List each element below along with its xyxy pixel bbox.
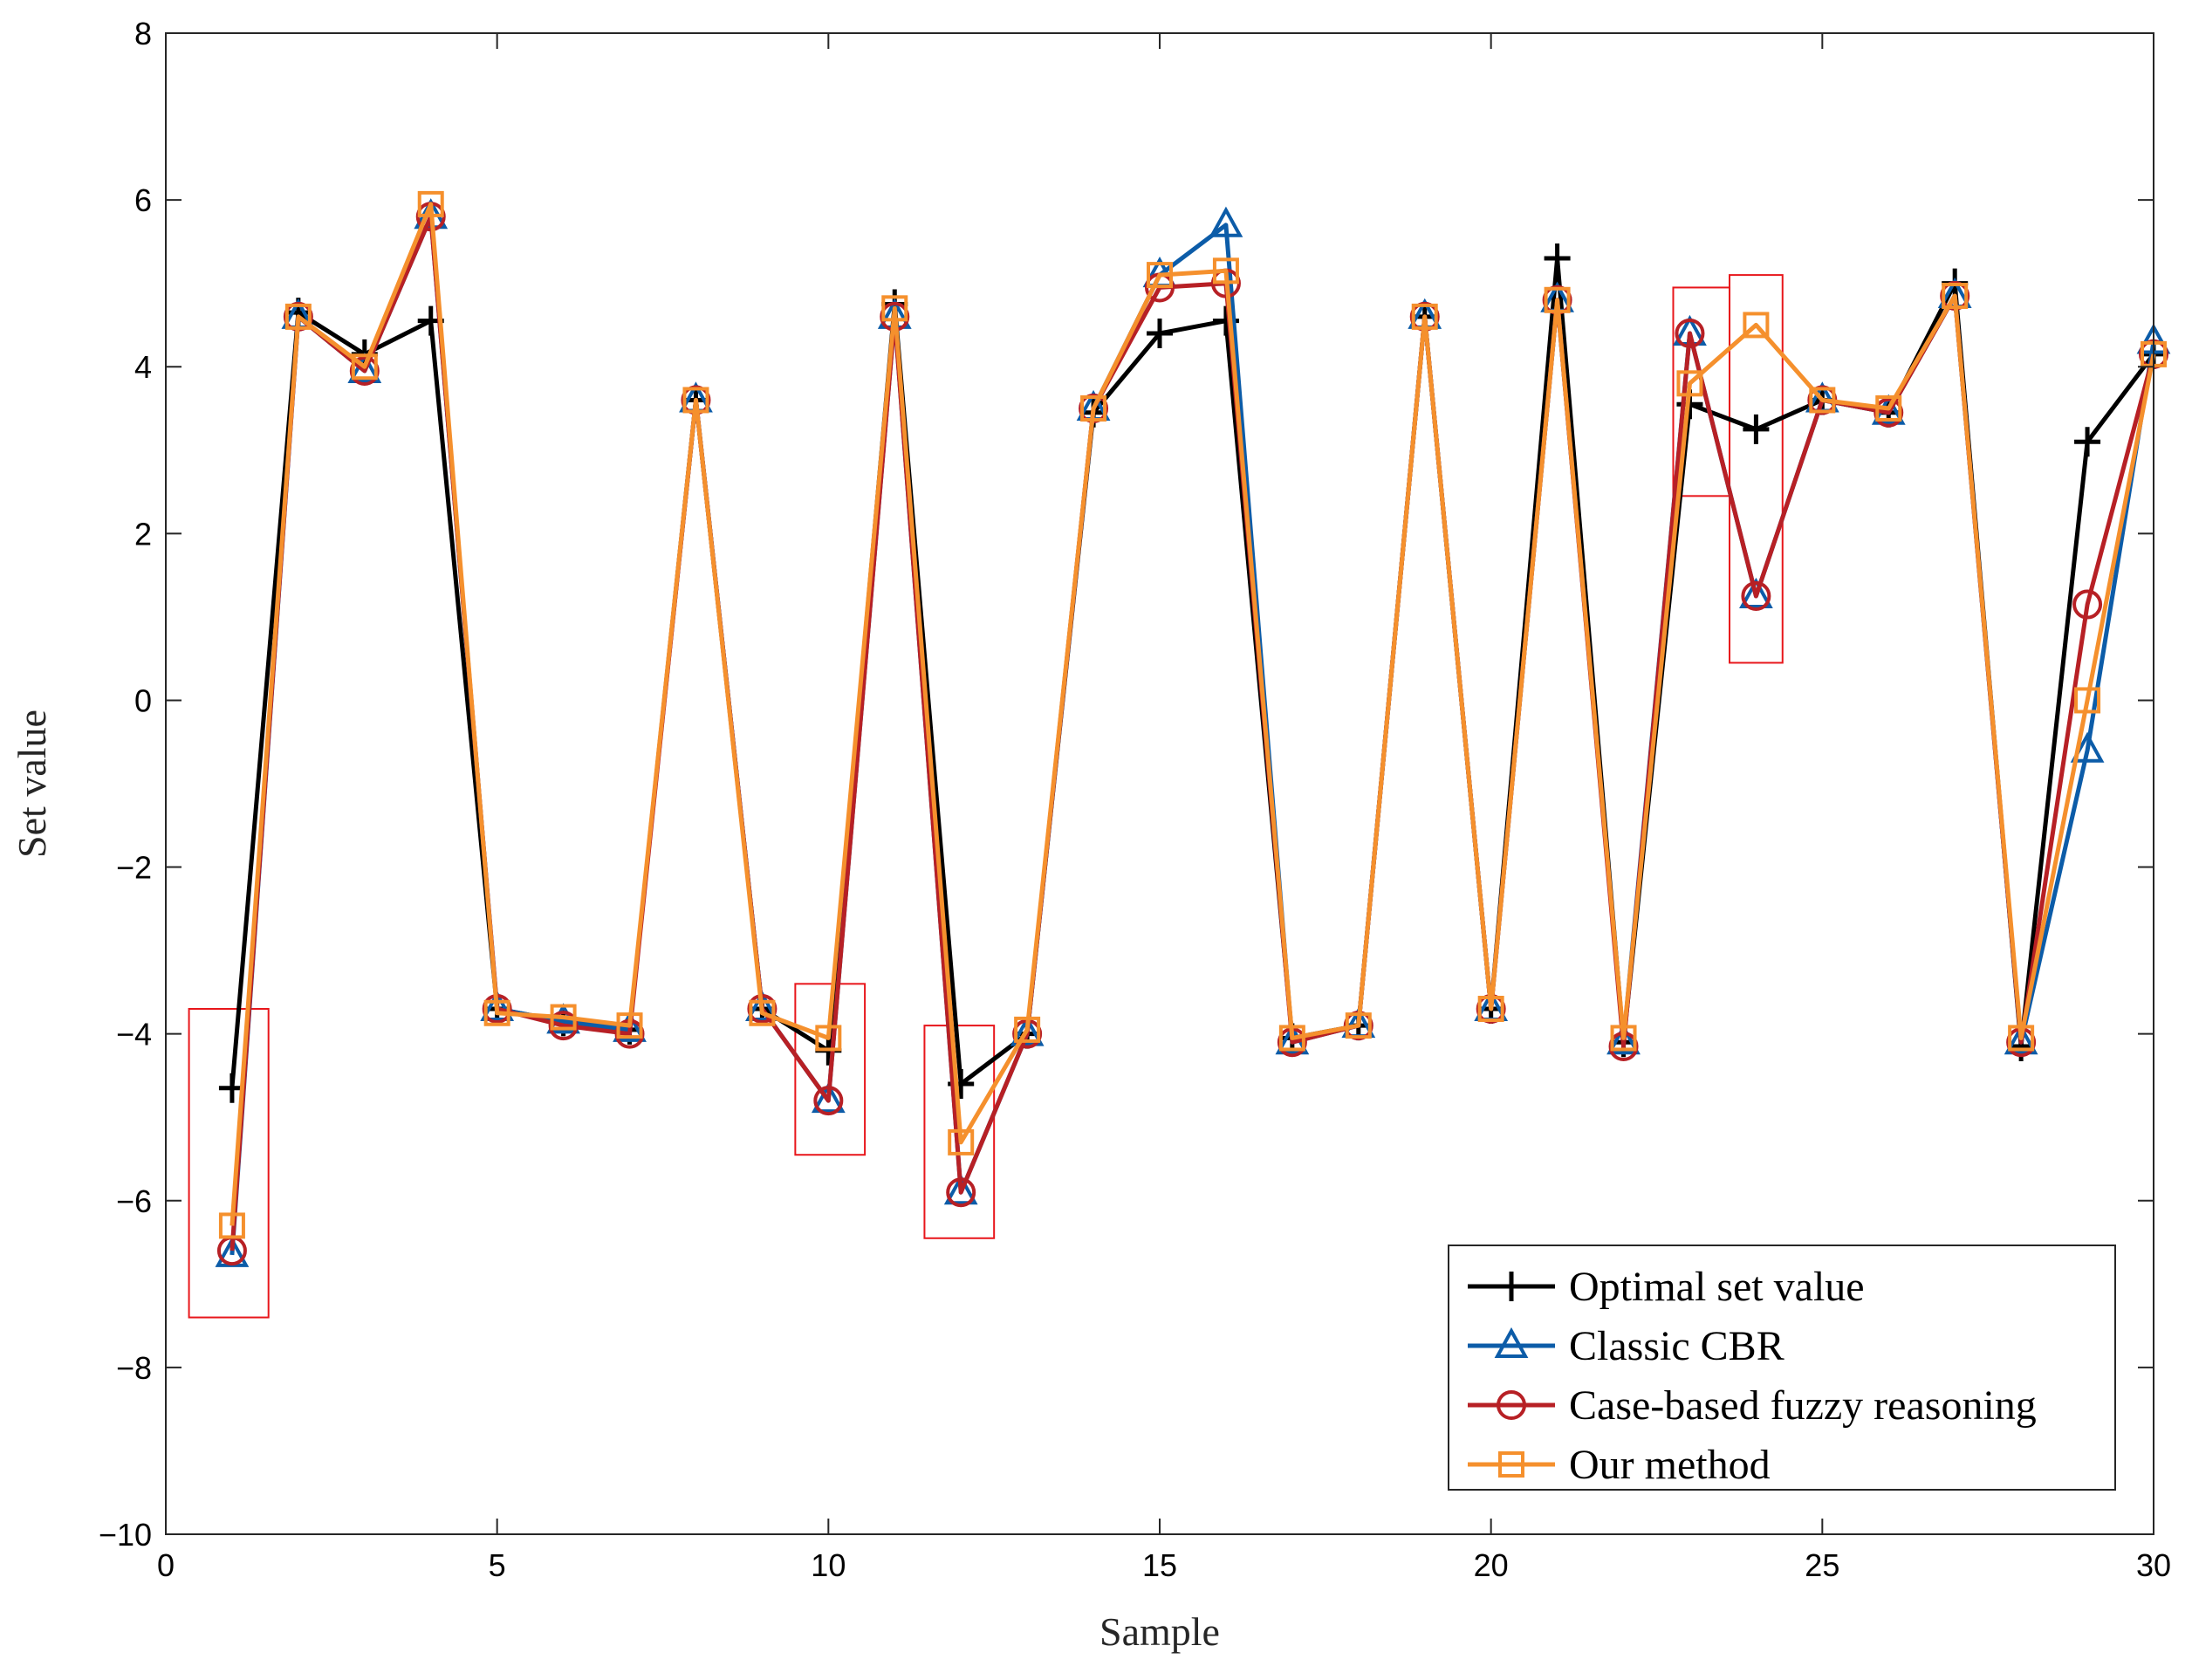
legend-box <box>1448 1245 2116 1491</box>
x-tick-label-0: 0 <box>157 1547 175 1583</box>
point-our-method-1 <box>218 1212 245 1239</box>
point-our-method-15 <box>1147 262 1173 289</box>
point-our-method-14 <box>1080 395 1107 422</box>
legend-marker-classic-cbr <box>1494 1327 1529 1358</box>
legend-marker-optimal-set-value <box>1498 1272 1524 1301</box>
legend-label-case-based-fuzzy-reasoning: Case-based fuzzy reasoning <box>1569 1382 2037 1429</box>
y-tick-label--8: −8 <box>116 1350 152 1386</box>
highlight-box-1 <box>188 1008 270 1319</box>
legend: Optimal set value Classic CBR Case-based f… <box>1448 1245 2116 1491</box>
series-layer <box>215 190 2171 1267</box>
point-our-method-28 <box>2008 1025 2035 1052</box>
axis-ticks: 0 5 10 15 20 25 30 −10 −8 −6 −4 −2 0 2 4 6 8 <box>99 16 2171 1583</box>
y-tick-label-0: 0 <box>134 682 152 718</box>
point-optimal-set-value-29 <box>2074 427 2101 457</box>
y-tick-label--4: −4 <box>116 1017 152 1053</box>
legend-label-optimal-set-value: Optimal set value <box>1569 1264 1865 1310</box>
y-tick-label-6: 6 <box>134 182 152 218</box>
point-our-method-26 <box>1875 395 1902 422</box>
point-our-method-19 <box>1411 303 1438 330</box>
point-our-method-27 <box>1942 283 1969 309</box>
point-classic-cbr-5 <box>480 990 515 1021</box>
y-axis-label: Set value <box>10 710 54 858</box>
point-classic-cbr-22 <box>1606 1024 1641 1055</box>
x-tick-label-10: 10 <box>811 1547 846 1583</box>
point-our-method-25 <box>1809 387 1836 414</box>
x-tick-label-20: 20 <box>1474 1547 1509 1583</box>
highlight-boxes <box>188 274 1784 1319</box>
point-our-method-10 <box>815 1025 842 1052</box>
highlight-box-2 <box>794 983 867 1156</box>
point-optimal-set-value-15 <box>1147 319 1173 348</box>
x-tick-label-15: 15 <box>1142 1547 1177 1583</box>
y-tick-label-4: 4 <box>134 349 152 385</box>
y-tick-label-2: 2 <box>134 516 152 552</box>
point-case-based-fuzzy-reasoning-24 <box>1741 581 1771 611</box>
highlight-box-3 <box>923 1025 996 1239</box>
point-classic-cbr-12 <box>943 1174 978 1205</box>
x-tick-label-30: 30 <box>2136 1547 2171 1583</box>
point-classic-cbr-24 <box>1739 577 1773 608</box>
legend-marker-our-method <box>1498 1451 1524 1478</box>
point-our-method-8 <box>682 387 709 414</box>
point-our-method-7 <box>616 1012 643 1039</box>
point-our-method-4 <box>417 190 444 217</box>
point-our-method-22 <box>1610 1025 1637 1052</box>
x-tick-label-25: 25 <box>1805 1547 1839 1583</box>
point-case-based-fuzzy-reasoning-12 <box>946 1177 976 1208</box>
point-our-method-5 <box>483 999 510 1026</box>
legend-label-classic-cbr: Classic CBR <box>1569 1323 1784 1369</box>
point-classic-cbr-3 <box>347 352 382 383</box>
point-classic-cbr-28 <box>2004 1024 2038 1055</box>
point-case-based-fuzzy-reasoning-10 <box>813 1086 844 1116</box>
point-our-method-29 <box>2074 687 2101 714</box>
legend-marker-case-based-fuzzy-reasoning <box>1497 1390 1526 1420</box>
point-our-method-2 <box>284 303 312 330</box>
point-our-method-13 <box>1014 1016 1041 1043</box>
point-classic-cbr-7 <box>613 1011 647 1042</box>
point-optimal-set-value-21 <box>1544 243 1571 273</box>
series-our-method <box>218 190 2167 1239</box>
legend-label-our-method: Our method <box>1569 1442 1771 1488</box>
point-case-based-fuzzy-reasoning-23 <box>1675 319 1705 348</box>
point-classic-cbr-9 <box>745 990 779 1021</box>
point-our-method-9 <box>749 999 776 1026</box>
highlight-box-5 <box>1729 274 1784 664</box>
point-our-method-6 <box>550 1004 577 1031</box>
point-our-method-18 <box>1345 1012 1372 1039</box>
x-tick-label-5: 5 <box>489 1547 506 1583</box>
point-our-method-20 <box>1477 996 1504 1022</box>
point-our-method-17 <box>1278 1025 1305 1052</box>
y-tick-label--6: −6 <box>116 1183 152 1219</box>
x-axis-label: Sample <box>1099 1609 1220 1654</box>
y-tick-label-8: 8 <box>134 16 152 51</box>
y-tick-label--2: −2 <box>116 850 152 886</box>
point-classic-cbr-16 <box>1209 206 1243 237</box>
point-our-method-24 <box>1743 312 1770 339</box>
point-case-based-fuzzy-reasoning-29 <box>2072 589 2103 620</box>
point-our-method-21 <box>1544 286 1571 313</box>
point-classic-cbr-13 <box>1010 1015 1045 1046</box>
point-classic-cbr-29 <box>2070 731 2105 763</box>
point-optimal-set-value-24 <box>1743 414 1770 444</box>
point-our-method-11 <box>881 295 908 322</box>
point-our-method-16 <box>1212 257 1239 285</box>
point-our-method-12 <box>948 1128 975 1155</box>
point-classic-cbr-10 <box>811 1081 846 1114</box>
point-our-method-23 <box>1676 370 1703 397</box>
y-tick-label--10: −10 <box>99 1517 152 1553</box>
point-our-method-3 <box>351 353 378 381</box>
